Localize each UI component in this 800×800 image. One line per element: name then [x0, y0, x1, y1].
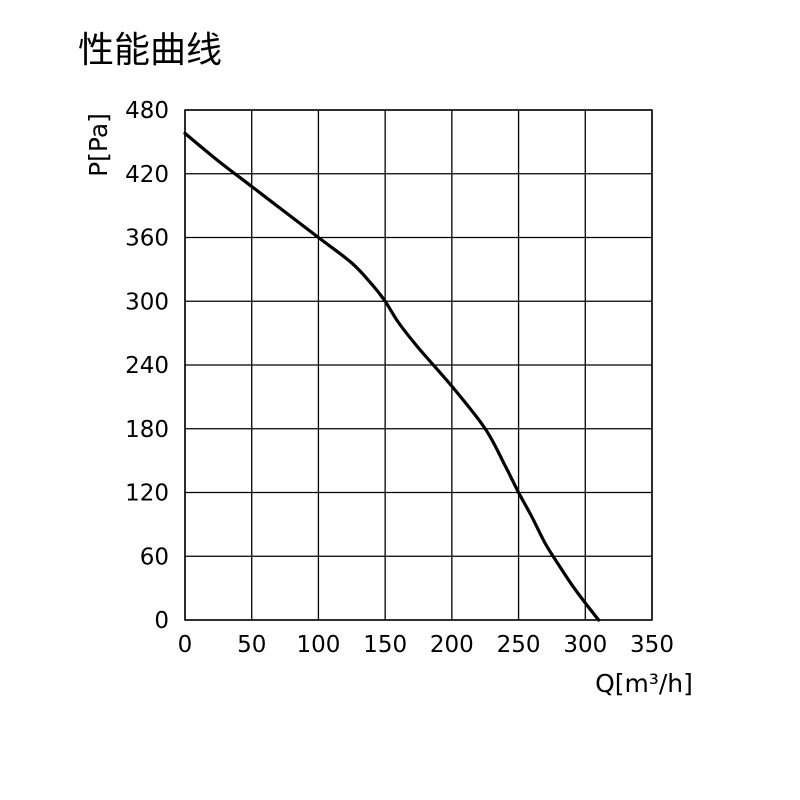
x-tick-label: 100 — [296, 632, 340, 658]
x-tick-label: 250 — [497, 632, 541, 658]
y-axis-label: P[Pa] — [84, 113, 113, 177]
x-axis-label: Q[m³/h] — [595, 669, 693, 698]
y-tick-label: 120 — [125, 481, 169, 507]
y-tick-label: 420 — [125, 162, 169, 188]
x-tick-label: 150 — [363, 632, 407, 658]
y-tick-label: 480 — [125, 98, 169, 124]
plot-frame — [184, 109, 653, 621]
x-tick-label: 200 — [430, 632, 474, 658]
chart-title: 性能曲线 — [78, 30, 222, 71]
y-tick-label: 60 — [140, 544, 169, 570]
x-tick-label: 300 — [563, 632, 607, 658]
y-tick-label: 360 — [125, 226, 169, 252]
y-tick-label: 300 — [125, 289, 169, 315]
performance-curve-line — [183, 131, 601, 622]
y-tick-label: 180 — [125, 417, 169, 443]
y-tick-label: 240 — [125, 353, 169, 379]
y-tick-label: 0 — [154, 608, 169, 634]
tick-labels: 0 50 100 150 200 250 300 350 0 60 120 180 240 300 360 4… — [125, 98, 674, 658]
grid — [184, 109, 653, 621]
x-tick-label: 50 — [237, 632, 266, 658]
curve-layer — [183, 131, 601, 622]
x-tick-label: 350 — [630, 632, 674, 658]
x-tick-label: 0 — [178, 632, 193, 658]
